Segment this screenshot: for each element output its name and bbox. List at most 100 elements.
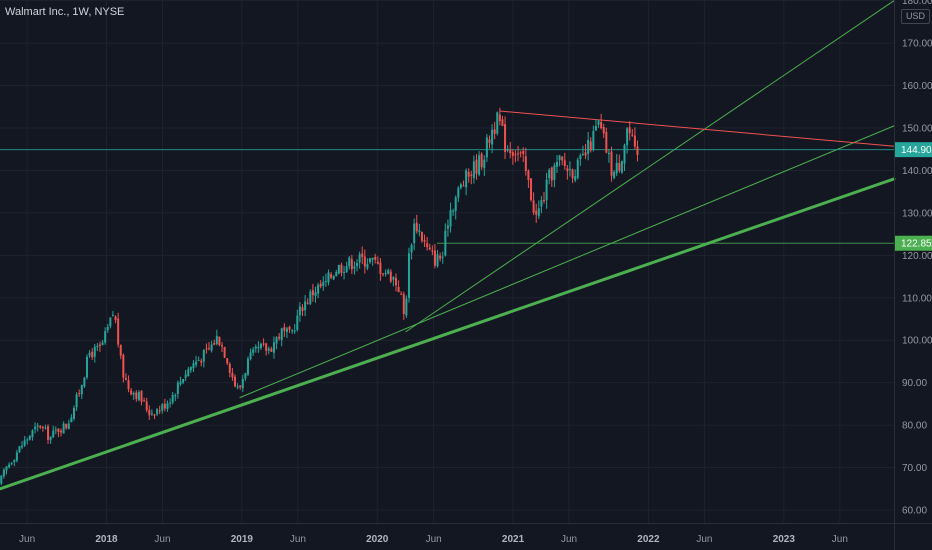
candle-body xyxy=(566,168,569,172)
candle-body xyxy=(252,349,255,353)
candle-body xyxy=(301,307,304,312)
y-tick-label: 60.00 xyxy=(902,506,927,517)
candle-body xyxy=(91,351,94,358)
candle-body xyxy=(18,446,21,453)
candle-body xyxy=(47,426,50,440)
candle-body xyxy=(88,353,91,356)
time-axis[interactable]: Jun 2018 Jun 2019 Jun 2020 Jun 2021 Jun 2022 Jun 20… xyxy=(19,534,848,545)
trend-lines[interactable] xyxy=(0,0,896,491)
candle-body xyxy=(23,440,26,446)
candle-body xyxy=(280,328,283,341)
candle-body xyxy=(441,256,444,258)
candle-body xyxy=(83,377,86,387)
candle-body xyxy=(530,178,533,201)
x-tick-label: Jun xyxy=(832,534,848,545)
candle-body xyxy=(135,392,138,399)
y-tick-label: 80.00 xyxy=(902,421,927,432)
candle-body xyxy=(332,275,335,280)
candle-body xyxy=(241,379,244,389)
candle-body xyxy=(127,380,130,390)
candle-body xyxy=(449,210,452,227)
candle-body xyxy=(57,428,60,433)
candle-body xyxy=(259,343,262,348)
candle-body xyxy=(410,244,413,253)
candle-body xyxy=(169,402,172,404)
grid-lines xyxy=(0,0,894,523)
x-tick-label: Jun xyxy=(426,534,442,545)
x-tick-label: 2020 xyxy=(366,534,389,545)
candle-body xyxy=(309,291,312,304)
x-tick-label: 2018 xyxy=(95,534,118,545)
candle-body xyxy=(506,149,509,151)
candle-body xyxy=(150,413,153,415)
candle-body xyxy=(527,170,530,181)
candle-body xyxy=(535,210,538,215)
candle-body xyxy=(26,439,29,441)
candle-body xyxy=(161,404,164,411)
candle-body xyxy=(337,264,340,274)
trend-line[interactable] xyxy=(405,0,895,333)
candle-body xyxy=(392,277,395,280)
candle-body xyxy=(187,369,190,377)
candle-body xyxy=(296,315,299,331)
candle-body xyxy=(322,281,325,286)
candle-body xyxy=(184,374,187,378)
candle-body xyxy=(454,197,457,211)
price-axis[interactable]: 60.00 70.00 80.00 90.00 100.00 110.00 120.00 13… xyxy=(902,0,932,517)
x-tick-label: Jun xyxy=(696,534,712,545)
horizontal-level-lines[interactable] xyxy=(0,149,894,244)
candle-body xyxy=(407,253,410,298)
candle-body xyxy=(41,426,44,428)
candle-body xyxy=(574,176,577,181)
candle-body xyxy=(397,286,400,293)
price-tags: 144.90 122.85 xyxy=(895,142,932,251)
candle-body xyxy=(524,156,527,171)
y-tick-label: 90.00 xyxy=(902,378,927,389)
candle-body xyxy=(631,134,634,136)
candle-body xyxy=(96,345,99,347)
trend-line[interactable] xyxy=(499,110,895,147)
candle-body xyxy=(215,335,218,345)
candle-body xyxy=(143,400,146,402)
candle-body xyxy=(176,382,179,394)
y-tick-label: 170.00 xyxy=(902,39,932,50)
candle-body xyxy=(600,121,603,129)
candle-body xyxy=(462,185,465,187)
candle-body xyxy=(231,372,234,378)
trend-line[interactable] xyxy=(0,177,896,491)
candle-body xyxy=(44,427,47,429)
candle-body xyxy=(62,423,65,434)
x-tick-label: Jun xyxy=(561,534,577,545)
candle-body xyxy=(140,390,143,402)
trend-line[interactable] xyxy=(239,125,895,399)
candle-body xyxy=(197,360,200,362)
candle-body xyxy=(319,283,322,287)
currency-label[interactable]: USD xyxy=(901,9,930,24)
candle-body xyxy=(353,266,356,269)
candle-body xyxy=(111,315,114,317)
candle-body xyxy=(132,392,135,395)
candle-body xyxy=(254,346,257,349)
candle-body xyxy=(581,154,584,156)
candle-body xyxy=(478,155,481,175)
candle-body xyxy=(330,274,333,278)
candle-body xyxy=(275,337,278,344)
candle-body xyxy=(350,259,353,270)
candle-body xyxy=(156,409,159,415)
candle-body xyxy=(480,153,483,168)
candle-body xyxy=(236,386,239,388)
candle-body xyxy=(98,344,101,347)
x-tick-label: Jun xyxy=(290,534,306,545)
candle-body xyxy=(576,159,579,179)
candle-body xyxy=(262,343,265,345)
candle-body xyxy=(472,161,475,178)
candle-body xyxy=(317,284,320,294)
candle-body xyxy=(457,187,460,198)
candle-body xyxy=(10,463,13,465)
candle-body xyxy=(485,137,488,158)
candle-body xyxy=(363,256,366,267)
x-tick-label: 2023 xyxy=(773,534,796,545)
candle-body xyxy=(101,342,104,346)
candle-body xyxy=(537,208,540,217)
